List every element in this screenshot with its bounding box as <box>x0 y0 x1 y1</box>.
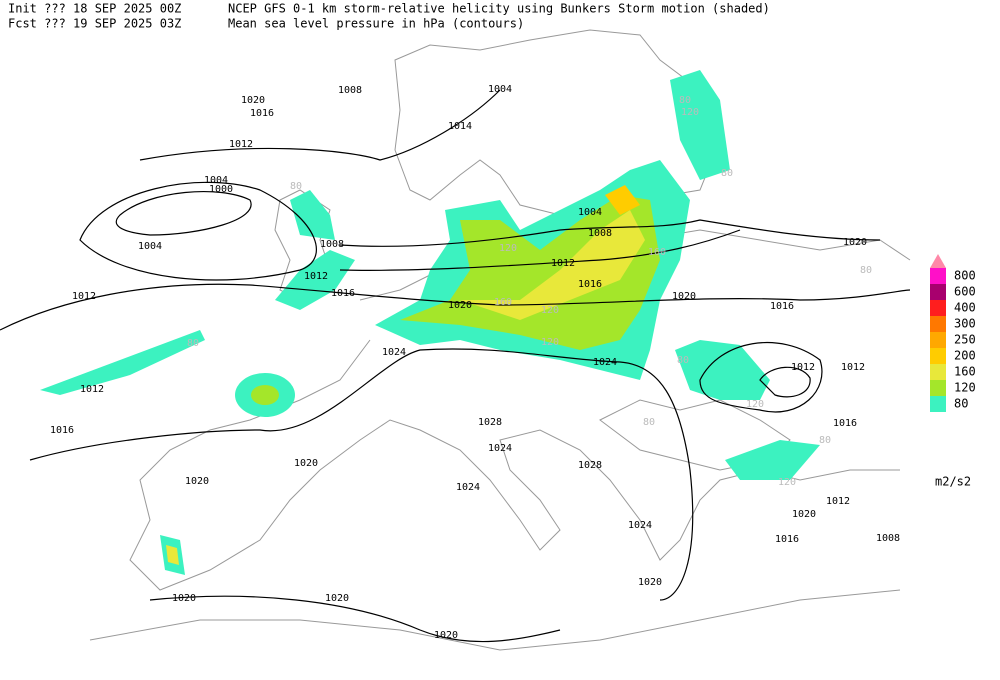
legend-label: 200 <box>954 349 976 363</box>
legend-swatch <box>930 380 946 396</box>
contour-label: 1012 <box>551 258 575 269</box>
contour-label: 1008 <box>338 85 362 96</box>
legend-label: 300 <box>954 317 976 331</box>
shading-label: 160 <box>494 297 512 308</box>
shading-label: 80 <box>187 338 199 349</box>
shading-label: 120 <box>746 399 764 410</box>
legend-swatch <box>930 364 946 380</box>
contour-label: 1020 <box>448 300 472 311</box>
contour-label: 1020 <box>638 577 662 588</box>
header-init: Init ??? 18 SEP 2025 00Z <box>8 2 181 16</box>
contour-label: 1024 <box>593 357 617 368</box>
contour-label: 1008 <box>876 533 900 544</box>
legend-swatch <box>930 284 946 300</box>
contour-label: 1008 <box>320 239 344 250</box>
shading-label: 80 <box>819 435 831 446</box>
contour-label: 1008 <box>588 228 612 239</box>
contour-label: 1028 <box>578 460 602 471</box>
contour-label: 1020 <box>325 593 349 604</box>
contour-label: 1012 <box>791 362 815 373</box>
contour-label: 1024 <box>628 520 652 531</box>
contour-label: 1016 <box>250 108 274 119</box>
contour-label: 1024 <box>382 347 406 358</box>
shading-label: 80 <box>860 265 872 276</box>
legend-swatch <box>930 396 946 412</box>
contour-label: 1012 <box>304 271 328 282</box>
legend-label: 600 <box>954 285 976 299</box>
shading-label: 80 <box>290 181 302 192</box>
contour-label: 1024 <box>456 482 480 493</box>
legend-swatch <box>930 316 946 332</box>
header-contours: Mean sea level pressure in hPa (contours… <box>228 17 524 31</box>
legend-label: 120 <box>954 381 976 395</box>
contour-label: 1004 <box>578 207 602 218</box>
contour-label: 1020 <box>185 476 209 487</box>
legend-over-triangle <box>930 254 946 268</box>
shading-label: 120 <box>778 477 796 488</box>
contour-label: 1012 <box>826 496 850 507</box>
legend-label: 80 <box>954 397 968 411</box>
contour-label: 1004 <box>204 175 228 186</box>
shading-label: 120 <box>499 243 517 254</box>
contour-label: 1016 <box>770 301 794 312</box>
contour-label: 1024 <box>488 443 512 454</box>
legend-swatch <box>930 300 946 316</box>
contour-label: 1020 <box>843 237 867 248</box>
contour-label: 1004 <box>488 84 512 95</box>
shading-label: 80 <box>643 417 655 428</box>
legend-swatch <box>930 332 946 348</box>
contour-label: 1016 <box>775 534 799 545</box>
shading-label: 160 <box>648 247 666 258</box>
contour-label: 1000 <box>209 184 233 195</box>
contour-label: 1020 <box>672 291 696 302</box>
legend-units: m2/s2 <box>935 475 971 489</box>
contour-label: 1016 <box>833 418 857 429</box>
contour-label: 1004 <box>138 241 162 252</box>
shading-label: 80 <box>721 168 733 179</box>
contour-label: 1012 <box>80 384 104 395</box>
header-title: NCEP GFS 0-1 km storm-relative helicity … <box>228 2 770 16</box>
legend-swatch <box>930 268 946 284</box>
contour-label: 1016 <box>578 279 602 290</box>
contour-label: 1028 <box>478 417 502 428</box>
legend-label: 160 <box>954 365 976 379</box>
contour-label: 1020 <box>294 458 318 469</box>
contour-label: 1016 <box>331 288 355 299</box>
legend-label: 250 <box>954 333 976 347</box>
contour-label: 1012 <box>229 139 253 150</box>
legend-label: 800 <box>954 269 976 283</box>
header-forecast: Fcst ??? 19 SEP 2025 03Z <box>8 17 181 31</box>
contour-label: 1020 <box>434 630 458 641</box>
contour-label: 1020 <box>241 95 265 106</box>
contour-label: 1020 <box>172 593 196 604</box>
shading-label: 120 <box>541 337 559 348</box>
isobars <box>0 89 911 643</box>
contour-label: 1020 <box>792 509 816 520</box>
legend-label: 400 <box>954 301 976 315</box>
shading-label: 80 <box>679 95 691 106</box>
contour-label: 1012 <box>72 291 96 302</box>
shading-label: 80 <box>677 355 689 366</box>
legend-swatch <box>930 348 946 364</box>
contour-label: 1014 <box>448 121 472 132</box>
shading-label: 120 <box>681 107 699 118</box>
contour-label: 1016 <box>50 425 74 436</box>
shading-label: 120 <box>541 305 559 316</box>
helicity-shading <box>40 70 820 575</box>
contour-label: 1012 <box>841 362 865 373</box>
